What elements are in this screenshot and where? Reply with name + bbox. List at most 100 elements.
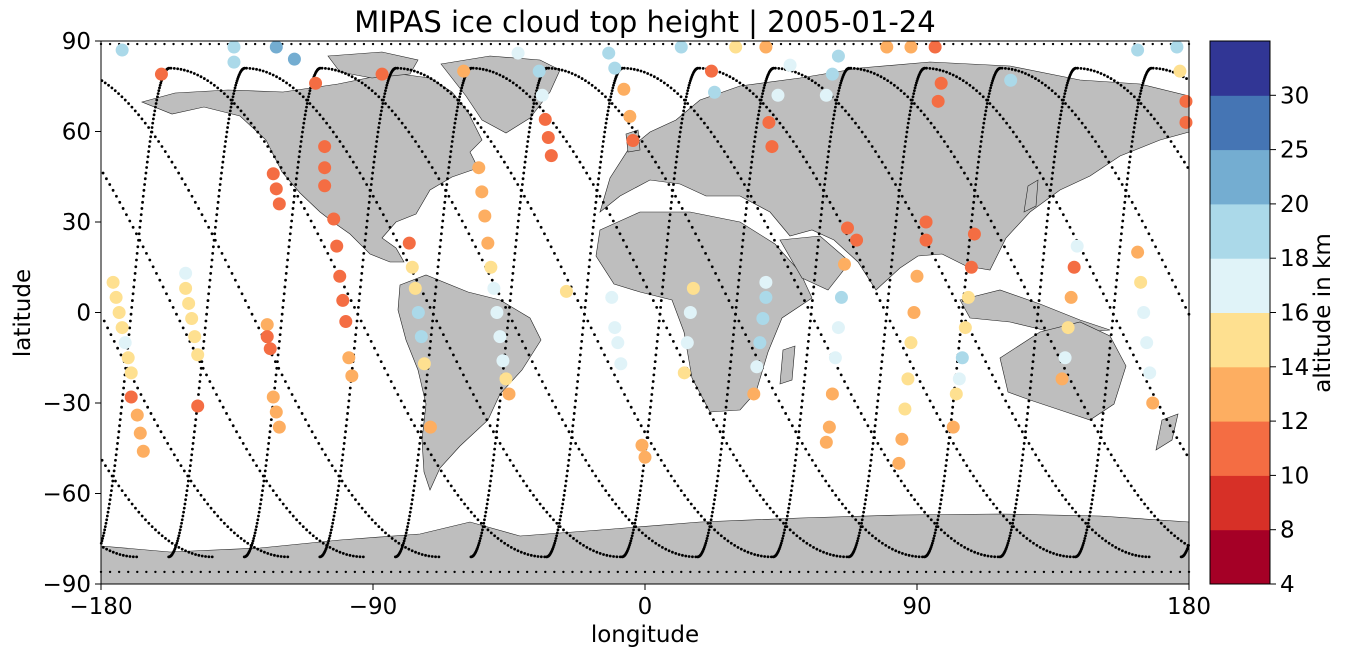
- orbit-track-point: [348, 155, 352, 159]
- orbit-track-point: [424, 386, 428, 390]
- orbit-track-point: [763, 83, 767, 87]
- orbit-track-point: [1186, 166, 1190, 169]
- orbit-track-point: [976, 552, 980, 555]
- orbit-track-point: [385, 83, 389, 87]
- orbit-track-point: [649, 405, 652, 409]
- orbit-track-point: [1008, 534, 1012, 538]
- orbit-track-point: [384, 531, 387, 535]
- orbit-track-point: [705, 405, 709, 409]
- orbit-track-point: [608, 213, 612, 217]
- orbit-track-point: [189, 70, 193, 74]
- orbit-track-point: [749, 552, 753, 555]
- orbit-track-point: [494, 436, 498, 440]
- orbit-track-point: [1030, 75, 1034, 79]
- orbit-track-point: [671, 42, 674, 46]
- orbit-track-point: [891, 547, 894, 551]
- orbit-track-point: [1031, 360, 1035, 364]
- orbit-track-point: [1043, 326, 1046, 330]
- orbit-track-point: [970, 570, 973, 574]
- orbit-track-point: [703, 518, 706, 522]
- orbit-track-point: [916, 502, 920, 506]
- orbit-track-point: [250, 541, 254, 545]
- orbit-track-point: [516, 570, 520, 574]
- orbit-track-point: [835, 98, 839, 102]
- orbit-track-point: [790, 484, 794, 488]
- orbit-track-point: [442, 213, 445, 217]
- orbit-track-point: [804, 366, 808, 370]
- orbit-track-point: [406, 67, 410, 71]
- orbit-track-point: [657, 166, 661, 169]
- orbit-track-point: [495, 424, 499, 428]
- orbit-track-point: [692, 380, 695, 383]
- orbit-track-point: [294, 177, 298, 181]
- orbit-track-point: [583, 305, 587, 309]
- orbit-track-point: [262, 479, 266, 483]
- orbit-track-point: [660, 171, 664, 175]
- orbit-track-point: [499, 393, 503, 396]
- orbit-track-point: [460, 83, 464, 87]
- orbit-track-point: [1139, 89, 1143, 93]
- orbit-track-point: [1124, 570, 1127, 574]
- orbit-track-point: [338, 550, 342, 554]
- orbit-track-point: [198, 380, 202, 383]
- orbit-track-point: [903, 484, 906, 488]
- orbit-track-point: [747, 340, 751, 343]
- orbit-track-point: [519, 550, 523, 554]
- orbit-track-point: [945, 430, 949, 434]
- orbit-track-point: [529, 553, 533, 557]
- orbit-track-point: [825, 160, 829, 164]
- orbit-track-point: [530, 113, 534, 117]
- orbit-track-point: [590, 83, 594, 87]
- orbit-track-point: [537, 373, 541, 377]
- orbit-track-point: [575, 386, 579, 390]
- orbit-track-point: [791, 140, 795, 143]
- orbit-track-point: [150, 130, 154, 134]
- orbit-track-point: [1007, 539, 1011, 543]
- orbit-track-point: [369, 183, 373, 186]
- orbit-track-point: [826, 346, 830, 350]
- orbit-track-point: [744, 207, 748, 210]
- orbit-track-point: [507, 312, 511, 316]
- orbit-track-point: [817, 83, 821, 87]
- cloud-marker: [825, 387, 839, 401]
- orbit-track-point: [130, 305, 134, 309]
- orbit-track-point: [474, 245, 477, 249]
- cloud-marker: [188, 330, 202, 344]
- orbit-track-point: [683, 493, 686, 497]
- cloud-marker: [934, 76, 948, 90]
- orbit-track-point: [181, 570, 184, 574]
- orbit-track-point: [875, 405, 879, 409]
- orbit-track-point: [523, 194, 526, 198]
- orbit-track-point: [400, 121, 404, 125]
- orbit-track-point: [1131, 353, 1135, 357]
- orbit-track-point: [1086, 525, 1089, 529]
- orbit-track-point: [1077, 514, 1081, 518]
- cloud-marker: [828, 351, 842, 365]
- orbit-track-point: [266, 552, 270, 555]
- orbit-track-point: [1107, 541, 1111, 545]
- orbit-track-point: [689, 570, 692, 574]
- orbit-track-point: [613, 373, 616, 377]
- orbit-track-point: [1124, 550, 1128, 554]
- orbit-track-point: [166, 442, 170, 445]
- orbit-track-point: [576, 299, 580, 302]
- orbit-track-point: [719, 534, 723, 538]
- orbit-track-point: [351, 554, 355, 558]
- orbit-track-point: [394, 539, 397, 543]
- orbit-track-point: [740, 251, 743, 255]
- cloud-marker: [759, 40, 773, 54]
- orbit-track-point: [600, 92, 604, 96]
- orbit-track-point: [642, 464, 646, 468]
- orbit-track-point: [1035, 319, 1039, 323]
- orbit-track-point: [675, 346, 679, 350]
- orbit-track-point: [305, 105, 308, 109]
- orbit-track-point: [590, 238, 594, 242]
- orbit-track-point: [815, 251, 819, 255]
- cloud-marker: [112, 306, 126, 319]
- orbit-track-point: [1185, 453, 1189, 457]
- orbit-track-point: [787, 418, 791, 422]
- orbit-track-point: [780, 67, 784, 71]
- orbit-track-point: [307, 92, 311, 96]
- orbit-track-point: [572, 412, 576, 415]
- orbit-track-point: [361, 258, 365, 262]
